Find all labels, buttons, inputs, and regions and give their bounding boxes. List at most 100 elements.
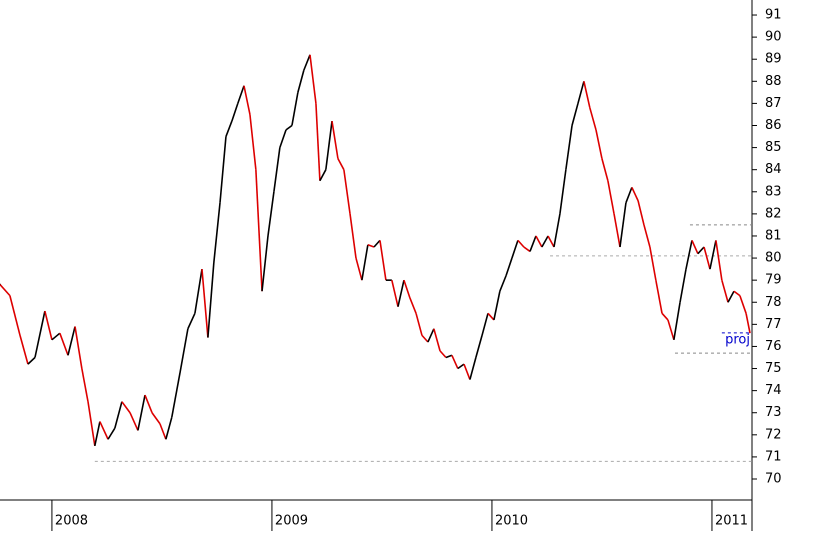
price-segment	[559, 169, 567, 214]
price-segment	[171, 372, 181, 418]
price-segment	[493, 291, 501, 321]
price-segment	[67, 326, 76, 356]
price-segment	[225, 120, 233, 137]
price-segment	[469, 357, 477, 380]
price-segment	[74, 326, 83, 369]
y-tick-label: 75	[765, 361, 782, 376]
price-segment	[427, 328, 435, 343]
price-segment	[739, 295, 747, 314]
price-segment	[194, 268, 203, 314]
price-segment	[403, 279, 411, 299]
price-segment	[697, 246, 705, 255]
y-tick-label: 81	[765, 228, 782, 243]
price-segment	[691, 240, 699, 254]
projection-label: proj	[725, 332, 750, 347]
price-segment	[679, 268, 687, 303]
price-segment	[165, 416, 173, 440]
price-segment	[59, 332, 69, 356]
price-segment	[535, 235, 543, 248]
price-segment	[733, 290, 741, 297]
y-tick-label: 71	[765, 449, 782, 464]
price-segment	[433, 328, 441, 352]
price-segment	[297, 70, 305, 93]
x-tick-label: 2011	[715, 514, 748, 529]
price-segment	[159, 423, 167, 440]
price-segment	[547, 235, 555, 248]
price-segment	[94, 421, 101, 447]
price-segment	[715, 240, 723, 281]
price-segment	[499, 275, 507, 292]
price-segment	[249, 114, 257, 170]
price-segment	[373, 239, 381, 248]
y-tick-label: 70	[765, 472, 782, 487]
price-segment	[727, 290, 735, 303]
price-segment	[9, 295, 21, 336]
price-segment	[601, 158, 609, 181]
price-segment	[27, 356, 36, 365]
price-segment	[267, 191, 275, 237]
price-segment	[219, 136, 227, 203]
price-segment	[565, 125, 573, 170]
y-tick-label: 74	[765, 383, 782, 398]
price-segment	[319, 169, 327, 182]
price-segment	[325, 120, 333, 170]
price-segment	[583, 81, 591, 108]
price-segment	[409, 297, 417, 314]
price-segment	[541, 235, 549, 248]
price-segment	[613, 213, 621, 248]
price-segment	[481, 313, 489, 336]
price-segment	[709, 240, 717, 270]
y-tick-label: 88	[765, 74, 782, 89]
price-segment	[99, 421, 109, 440]
price-segment	[643, 224, 651, 248]
y-tick-label: 76	[765, 339, 782, 354]
y-tick-label: 73	[765, 405, 782, 420]
y-tick-label: 89	[765, 52, 782, 67]
price-segment	[457, 363, 465, 370]
y-tick-label: 79	[765, 273, 782, 288]
price-segment	[151, 412, 161, 425]
price-segment	[379, 240, 387, 281]
y-tick-label: 86	[765, 118, 782, 133]
price-segment	[391, 279, 399, 307]
price-segment	[237, 85, 245, 104]
price-segment	[661, 312, 669, 321]
price-segment	[144, 394, 153, 414]
y-tick-label: 91	[765, 8, 782, 23]
price-segment	[107, 427, 116, 440]
price-segment	[137, 394, 146, 431]
price-segment	[207, 262, 215, 338]
price-segment	[303, 54, 311, 71]
price-segment	[415, 313, 423, 336]
price-segment	[179, 328, 189, 374]
price-segment	[331, 120, 339, 159]
price-segment	[255, 169, 263, 292]
price-segment	[631, 187, 639, 201]
y-tick-label: 78	[765, 295, 782, 310]
price-segment	[129, 412, 139, 431]
price-segment	[361, 244, 369, 281]
price-segment	[337, 158, 345, 171]
price-segment	[463, 363, 471, 380]
price-segment	[261, 235, 269, 292]
y-tick-label: 84	[765, 162, 782, 177]
price-segment	[279, 129, 287, 148]
price-segment	[44, 310, 53, 341]
price-segment	[607, 180, 615, 215]
price-segment	[577, 81, 585, 104]
price-segment	[201, 269, 209, 338]
price-segment	[421, 334, 429, 343]
price-segment	[87, 401, 96, 446]
y-tick-label: 80	[765, 251, 782, 266]
price-segment	[721, 279, 729, 303]
y-tick-label: 87	[765, 96, 782, 111]
price-segment	[19, 335, 29, 365]
price-segment	[355, 257, 363, 281]
price-segment	[529, 235, 537, 252]
price-segment	[121, 401, 131, 414]
y-tick-label: 85	[765, 140, 782, 155]
price-segment	[487, 312, 495, 321]
price-segment	[619, 202, 627, 248]
price-segment	[439, 350, 447, 359]
